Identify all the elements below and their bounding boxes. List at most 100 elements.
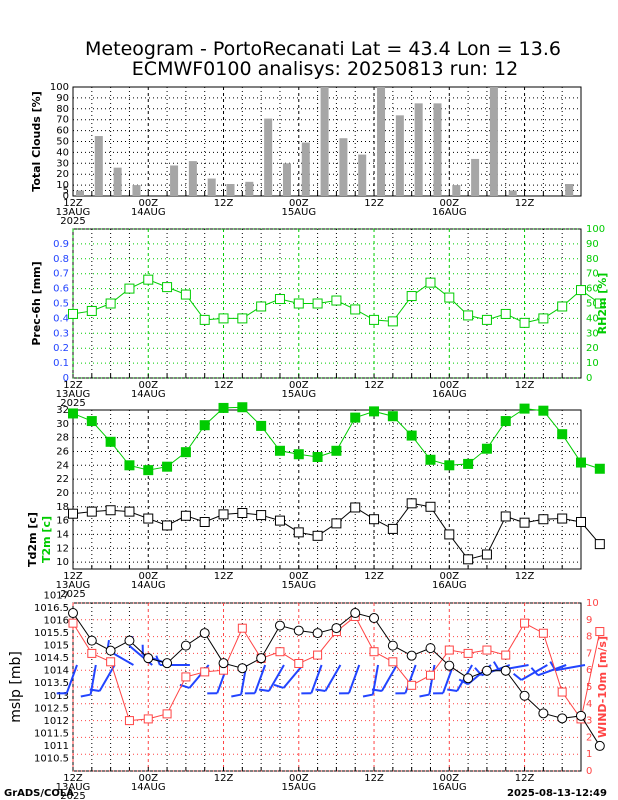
td2m-point [180,510,191,521]
t2m-point [576,457,586,468]
y-tick-label: 1011.5 [34,728,69,739]
y-tick-label: 1015.5 [34,628,69,639]
wind-point [388,657,398,667]
rh-point [463,310,474,321]
mslp-point [594,740,605,751]
time-tick-label: 12Z [214,380,234,391]
y-right-tick-label: 20 [586,343,599,354]
wind-barb-feather [474,667,483,676]
y-axis-label: mslp [mb] [8,651,24,723]
cloud-bar [113,167,122,196]
mslp-point [68,608,78,619]
time-tick-date: 15AUG [281,207,316,218]
y-tick-label: 28 [56,433,69,444]
wind-point [294,658,304,668]
time-tick-label: 12Z [364,380,384,391]
cloud-bar [339,138,348,196]
wind-barb-feather [458,678,469,686]
t2m-point [500,416,511,427]
y-tick-label: 1012.5 [34,703,69,714]
wind-barb-feather [89,688,100,692]
cloud-bar [188,161,197,196]
t2m-point [557,429,568,440]
y-right-tick-label: 100 [586,224,605,235]
time-tick-label: 00Z [440,571,460,582]
time-tick-date: 14AUG [131,782,166,793]
time-tick-label: 12Z [63,773,83,784]
time-tick-label: 12Z [214,773,234,784]
rh-point [519,317,530,328]
t2m-point [406,430,417,441]
rh-point [68,308,78,319]
t2m-point [463,458,474,469]
t2m-point [256,420,267,431]
wind-point [595,627,605,637]
td2m-point [237,508,248,519]
y-tick-label: 1017 [44,590,69,601]
mslp-point [350,608,361,619]
td2m-point [463,554,474,565]
cloud-bar [565,184,574,196]
mslp-point [557,713,568,724]
t2m-point [274,445,285,456]
td2m-point [557,513,568,524]
wind-point [538,628,548,638]
mslp-point [312,628,323,639]
cloud-bar [320,87,329,196]
rh-point [406,291,417,302]
time-tick-label: 12Z [515,380,535,391]
chart-title-line2: ECMWF0100 analisys: 20250813 run: 12 [132,58,518,80]
y-tick-label: 18 [56,502,69,513]
td2m-point [425,501,436,512]
wind-point [237,623,247,633]
mslp-point [463,673,474,684]
wind-barb [380,664,398,692]
time-tick-label: 00Z [440,198,460,209]
mslp-point [331,623,342,634]
y-right-tick-label: 60 [586,284,599,295]
time-tick-date: 13AUG [56,207,91,218]
wind-barb-feather [530,667,539,676]
time-tick-label: 12Z [364,198,384,209]
y-right-tick-label: 90 [586,239,599,250]
wind-point [520,618,530,628]
cloud-bar [301,142,310,196]
t2m-point [312,452,323,463]
time-tick-label: 00Z [138,198,158,209]
mslp-point [293,625,304,636]
footer-right: 2025-08-13-12:49 [507,788,607,799]
td2m-point [369,514,380,525]
td2m-point [256,510,267,521]
t2m-point [218,402,229,413]
y-tick-label: 1011 [44,741,69,752]
y-tick-label: 1014 [44,666,69,677]
y-tick-label: 32 [56,405,69,416]
rh-point [180,289,191,300]
t2m-point [538,405,549,416]
time-tick-date: 14AUG [131,580,166,591]
wind-barb-feather [512,672,523,681]
time-tick-date: 14AUG [131,207,166,218]
y-right-tick-label: 8 [586,632,592,643]
rh-point [293,298,304,309]
y-right-tick-label: 10 [586,598,599,609]
rh-point [274,294,285,305]
y-axis-label-t2m: T2m [c] [40,516,53,563]
wind-point [501,650,511,660]
cloud-bar [207,178,216,196]
wind-barb [282,664,304,689]
time-tick-label: 12Z [515,198,535,209]
y-tick-label: 30 [56,419,69,430]
y-tick-label: 50 [56,137,69,148]
y-tick-label: 40 [56,147,69,158]
t2m-point [387,411,398,422]
y-right-tick-label: 2 [586,732,592,743]
wind-barb [98,664,116,692]
y-right-axis-label: RH2m [%] [596,273,609,335]
rh-point [594,298,605,309]
wind-barb-feather [258,688,270,692]
wind-barb-feather [315,688,326,692]
t2m-point [331,445,342,456]
cloud-bar [282,163,291,196]
y-tick-label: 10 [56,557,69,568]
